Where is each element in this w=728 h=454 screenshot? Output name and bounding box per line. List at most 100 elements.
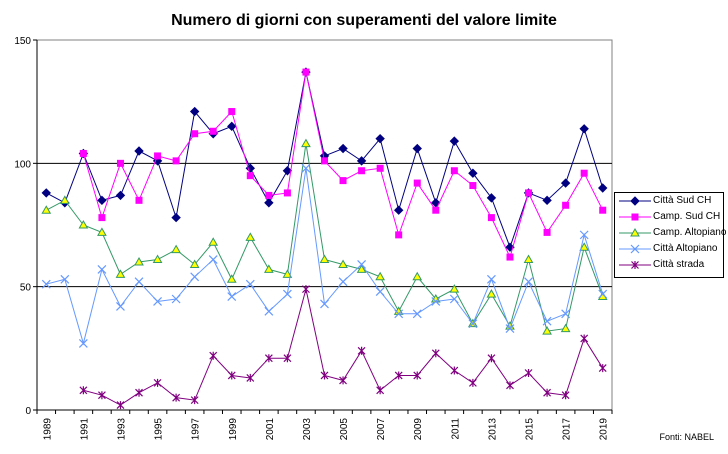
data-point — [60, 274, 70, 284]
y-tick-label: 0 — [25, 406, 31, 417]
data-point — [338, 259, 348, 268]
data-point — [450, 167, 458, 175]
legend-swatch-icon — [619, 244, 651, 254]
legend-label: Città strada — [653, 259, 705, 270]
data-point — [283, 189, 291, 197]
data-point — [264, 198, 274, 208]
data-point — [282, 269, 293, 278]
data-point — [431, 297, 441, 306]
x-tick-label: 2015 — [525, 418, 536, 441]
data-point — [394, 371, 403, 380]
data-point — [282, 289, 292, 299]
legend-swatch-icon — [619, 213, 651, 221]
data-point — [171, 212, 181, 223]
data-point — [79, 386, 88, 395]
data-point — [189, 106, 200, 117]
data-point — [561, 309, 571, 319]
data-point — [135, 388, 143, 397]
data-point — [487, 274, 496, 284]
data-point — [208, 237, 219, 246]
data-point — [116, 401, 125, 410]
data-point — [115, 269, 126, 278]
x-tick-label: 1989 — [42, 418, 53, 441]
data-point — [338, 277, 348, 287]
legend-swatch-icon — [619, 196, 651, 206]
data-point — [487, 214, 495, 222]
series-citt-altopiano — [41, 163, 608, 348]
data-point — [116, 301, 125, 311]
x-tick-label: 2019 — [599, 418, 610, 441]
data-point — [97, 391, 106, 400]
data-point — [469, 182, 477, 190]
data-point — [41, 205, 52, 214]
data-point — [319, 254, 330, 264]
legend-item: Città strada — [615, 257, 723, 273]
data-point — [449, 284, 460, 293]
data-point — [98, 214, 106, 222]
data-point — [431, 349, 440, 358]
data-point — [301, 138, 311, 148]
data-point — [506, 253, 514, 261]
data-point — [449, 294, 459, 304]
data-point — [172, 393, 181, 402]
legend-item: Camp. Sud CH — [615, 209, 723, 225]
data-point — [115, 190, 126, 201]
data-point — [542, 326, 552, 335]
data-point — [505, 324, 515, 334]
y-tick-label: 150 — [14, 36, 31, 47]
data-point — [97, 227, 107, 236]
legend-marker — [630, 227, 640, 237]
legend-marker — [630, 244, 640, 254]
data-point — [79, 149, 87, 157]
data-point — [580, 169, 588, 177]
data-point — [543, 388, 552, 397]
source-note: Fonti: NABEL — [659, 432, 714, 442]
data-point — [320, 299, 329, 309]
data-point — [524, 277, 533, 287]
data-point — [245, 232, 256, 241]
data-point — [598, 183, 608, 193]
data-point — [413, 179, 421, 187]
data-point — [134, 277, 144, 287]
data-point — [264, 354, 273, 363]
data-point — [579, 242, 590, 251]
data-point — [542, 195, 552, 206]
data-point — [468, 378, 477, 387]
data-point — [523, 254, 534, 264]
series-camp-altopiano — [41, 138, 608, 335]
data-point — [356, 156, 367, 166]
data-point — [209, 127, 217, 135]
data-point — [449, 136, 460, 146]
x-tick-label: 1991 — [79, 418, 90, 441]
data-point — [153, 378, 162, 387]
legend: Città Sud CH Camp. Sud CH Camp. Altopiano C… — [614, 192, 727, 278]
data-point — [97, 264, 107, 274]
data-point — [375, 133, 385, 144]
x-tick-label: 1999 — [228, 418, 239, 441]
data-point — [265, 191, 273, 199]
data-point — [152, 254, 163, 264]
data-point — [356, 264, 367, 273]
x-tick-label: 2009 — [413, 418, 424, 441]
data-point — [78, 219, 89, 229]
data-point — [41, 188, 51, 198]
data-point — [116, 159, 124, 167]
legend-label: Camp. Altopiano — [653, 227, 727, 238]
data-point — [320, 371, 329, 380]
data-point — [153, 297, 162, 306]
data-point — [412, 309, 422, 319]
data-point — [432, 206, 440, 214]
data-point — [134, 146, 144, 156]
data-point — [171, 294, 181, 304]
data-point — [468, 168, 478, 178]
x-tick-label: 2011 — [450, 418, 461, 440]
data-point — [468, 319, 478, 329]
x-tick-label: 2005 — [339, 418, 350, 441]
data-point — [301, 163, 311, 173]
data-point — [524, 369, 533, 377]
data-point — [357, 260, 367, 269]
data-point — [191, 130, 199, 138]
data-point — [580, 334, 589, 343]
data-point — [450, 366, 459, 375]
